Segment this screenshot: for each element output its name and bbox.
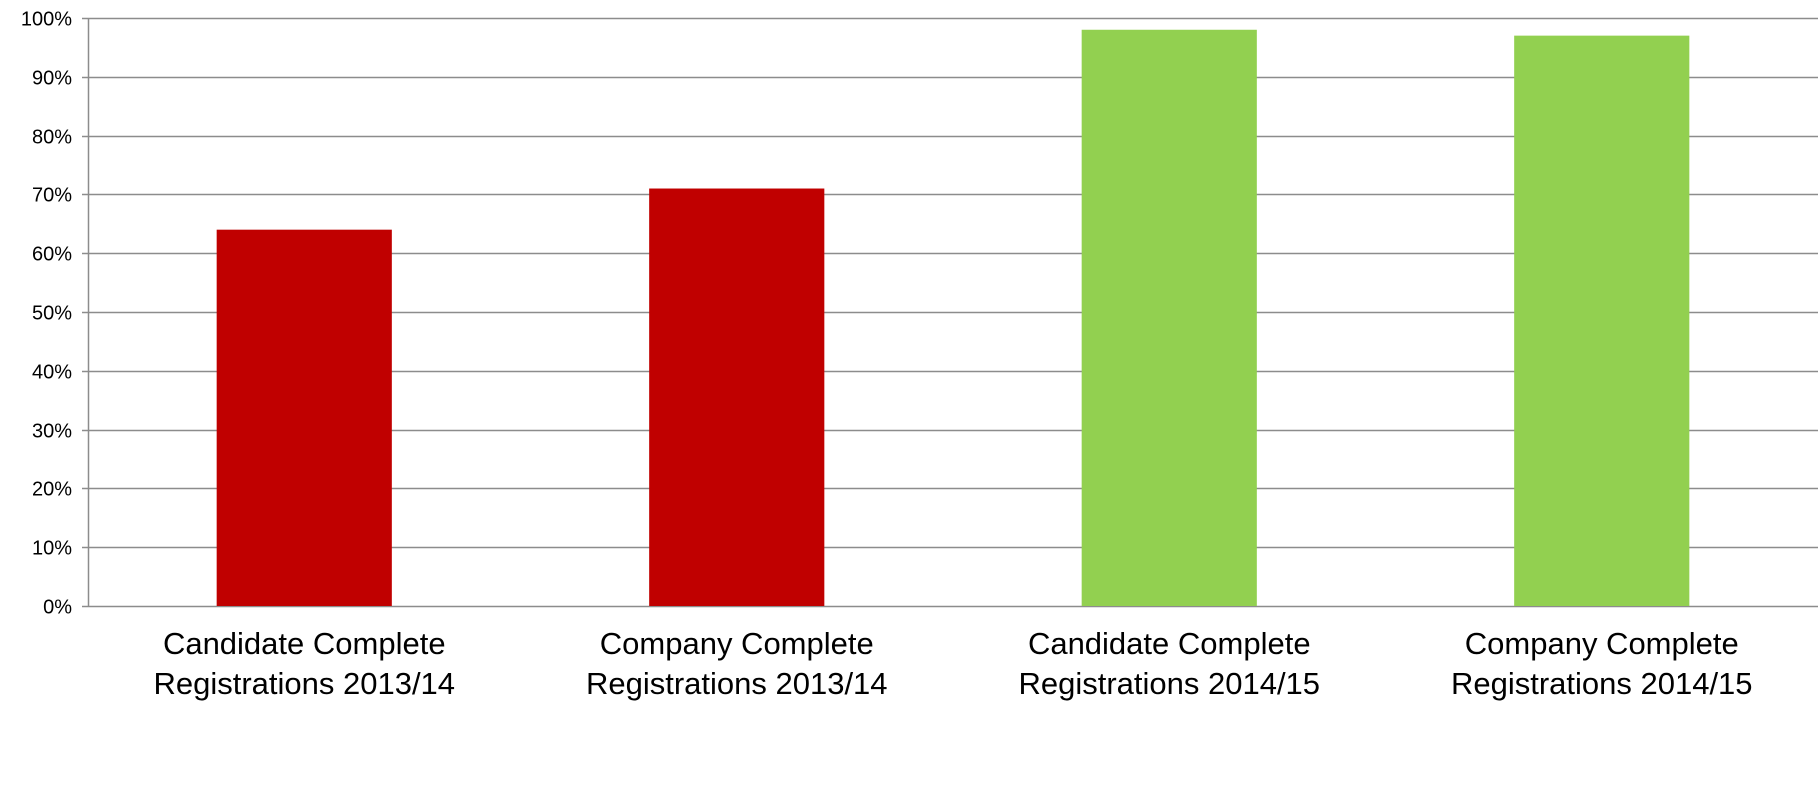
y-tick-label: 60%: [32, 244, 72, 266]
y-tick-labels: 0% 10% 20% 30% 40% 50% 60% 70% 80% 90% 100%: [21, 9, 72, 619]
axes: [82, 17, 1818, 608]
y-tick-label: 30%: [32, 421, 72, 443]
category-label: Registrations 2013/14: [586, 666, 888, 701]
category-label: Registrations 2013/14: [153, 666, 455, 701]
y-tick-label: 20%: [32, 479, 72, 501]
bars: [216, 29, 1690, 606]
category-label: Candidate Complete: [163, 626, 446, 661]
bar: [216, 229, 392, 606]
category-label: Company Complete: [1465, 626, 1739, 661]
y-tick-label: 80%: [32, 127, 72, 149]
y-tick-label: 40%: [32, 362, 72, 384]
y-tick-label: 50%: [32, 303, 72, 325]
category-label: Candidate Complete: [1028, 626, 1311, 661]
y-tick-label: 0%: [43, 597, 72, 619]
bar: [649, 188, 825, 606]
y-tick-label: 10%: [32, 538, 72, 560]
bar: [1081, 29, 1257, 606]
category-label: Registrations 2014/15: [1451, 666, 1753, 701]
category-label: Company Complete: [600, 626, 874, 661]
y-tick-label: 100%: [21, 9, 72, 31]
y-tick-label: 90%: [32, 68, 72, 90]
category-label: Registrations 2014/15: [1018, 666, 1320, 701]
category-labels: Candidate Complete Registrations 2013/14 C…: [153, 626, 1752, 701]
y-tick-label: 70%: [32, 185, 72, 207]
bar: [1514, 35, 1690, 606]
